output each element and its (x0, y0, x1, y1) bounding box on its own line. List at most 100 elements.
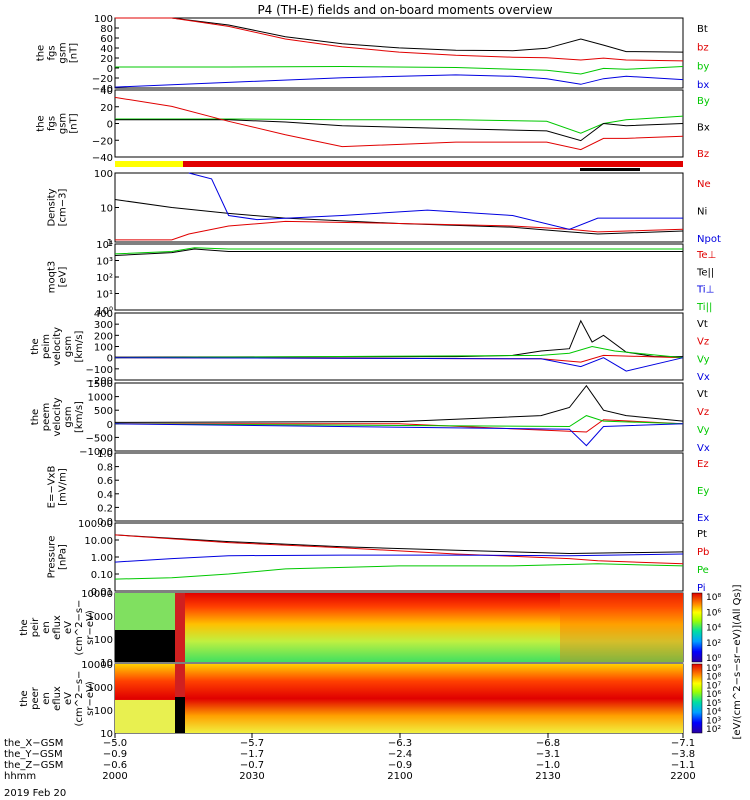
y-tick-label: 100 (94, 635, 113, 646)
x-row-label: the_Z−GSM (4, 760, 63, 771)
y-tick-label: 0 (107, 120, 113, 131)
y-tick-label: 0.6 (97, 476, 113, 487)
y-tick-label: 100 (94, 343, 113, 354)
y-axis-label: the (19, 619, 30, 635)
y-tick-label: −20 (92, 74, 113, 85)
y-axis-label: [km/s] (74, 401, 85, 433)
y-axis-label: moqt3 (47, 261, 58, 294)
y-axis-label: peir (30, 617, 41, 637)
series-Bt (115, 17, 684, 53)
ion-spectrogram-late (560, 593, 683, 662)
legend-entry: Ez (697, 459, 709, 470)
x-tick-label: 2100 (387, 771, 412, 782)
y-tick-label: 10¹ (96, 290, 113, 301)
y-tick-label: 10³ (96, 257, 113, 268)
y-axis-label: [km/s] (74, 330, 85, 362)
panel-frame (114, 382, 684, 452)
y-tick-label: 0.4 (97, 490, 113, 501)
y-tick-label: 0 (107, 354, 113, 365)
x-tick-label: −0.9 (103, 749, 127, 760)
panel-6: 1500 1000 500 0 −500 −1000 the peem velocity gsm[… (30, 379, 710, 458)
legend-entry: bz (697, 43, 709, 54)
legend-entry: Bt (697, 24, 708, 35)
legend-entry: Ni (697, 207, 707, 218)
x-row-label: hhmm (4, 771, 36, 782)
series-Pb (114, 534, 684, 565)
electron-spectrogram-gap (175, 697, 185, 733)
y-axis-label: (cm^2−s− (74, 671, 85, 727)
x-tick-label: 2200 (670, 771, 695, 782)
legend-entry: By (697, 96, 710, 107)
legend-entry: Bx (697, 123, 710, 134)
y-axis-label: the (19, 690, 30, 706)
y-axis-label: peer (30, 686, 41, 710)
y-axis-label: sr−eV) (85, 610, 96, 645)
x-tick-label: −1.0 (536, 760, 560, 771)
x-axis-block: the_X−GSM −5.0 −5.7 −6.3 −6.8 −7.1 the_Y−GSM −0… (4, 733, 696, 782)
panel-7: 1.0 0.8 0.6 0.4 0.2 0.0 E=−VxB [mV/m] Ez Ey Ex (47, 449, 710, 528)
ion-spectrogram (115, 593, 683, 662)
colorbar-tick-label: 10⁷ (706, 681, 721, 691)
y-axis-label: eV (63, 621, 74, 634)
legend-entry: Te⊥ (696, 250, 716, 261)
electron-spectrogram-early (115, 700, 175, 733)
colorbar-tick-label: 10⁰ (706, 654, 721, 664)
y-axis-label: fgs (47, 45, 58, 60)
series-Vt (114, 319, 683, 358)
x-row-label: the_Y−GSM (4, 749, 63, 760)
legend-entry: Vx (697, 443, 710, 454)
series-bx (114, 74, 684, 88)
y-axis-label: [nT] (69, 43, 80, 63)
electron-spectrogram-fill (115, 664, 683, 733)
y-tick-label: 0 (107, 420, 113, 431)
y-axis-label: [mV/m] (58, 468, 69, 506)
legend-entry: Te|| (696, 267, 714, 278)
colorbar-ion (691, 592, 703, 663)
panel-frame (114, 243, 684, 311)
y-tick-label: 10.00 (84, 536, 113, 547)
y-tick-label: 20 (100, 54, 113, 65)
series-Vz (115, 419, 684, 433)
y-tick-label: 80 (100, 24, 113, 35)
series-By (115, 115, 684, 134)
y-axis-label: peem (41, 403, 52, 431)
legend-entry: Vt (697, 319, 708, 330)
y-axis-label: en (41, 621, 52, 634)
mode-bar-fast (183, 161, 683, 167)
ion-spectrogram-fill (115, 593, 683, 662)
y-axis-label: velocity (52, 397, 63, 436)
x-tick-label: −3.8 (671, 749, 695, 760)
legend-entry: Vt (697, 389, 708, 400)
y-tick-label: 1000 (88, 393, 113, 404)
y-tick-label: 1.0 (97, 449, 113, 460)
y-axis-label: Density (47, 188, 58, 226)
legend-entry: by (697, 61, 709, 72)
x-tick-label: −2.4 (388, 749, 412, 760)
y-tick-label: 1000 (88, 683, 113, 694)
y-axis-label: the (30, 409, 41, 425)
panel-frame (114, 17, 684, 89)
panel-4: 10⁴ 10³ 10² 10¹ 10⁰ moqt3 [eV] Te⊥ Te|| Ti⊥ Ti|| (47, 240, 717, 317)
y-tick-label: 100 (94, 706, 113, 717)
y-tick-label: 10² (96, 273, 113, 284)
legend-entry: Ne (697, 179, 711, 190)
y-tick-label: 20 (100, 103, 113, 114)
legend-entry: bx (697, 80, 709, 91)
series-Bx (115, 119, 684, 142)
y-axis-label: eV (63, 692, 74, 705)
series-Pt (114, 534, 684, 555)
legend-entry: Ti⊥ (696, 285, 714, 296)
x-tick-label: −6.3 (388, 738, 412, 749)
panel-3: 100 10 1 Density [cm−3] Ne Ni Npot (47, 169, 721, 249)
series-Vy (114, 415, 684, 428)
x-tick-label: −0.9 (388, 760, 412, 771)
y-tick-label: −1000 (79, 447, 113, 458)
y-tick-label: 100.00 (78, 519, 113, 530)
x-tick-label: −7.1 (671, 738, 695, 749)
legend-entry: Vz (697, 407, 709, 418)
y-axis-label: Pressure (47, 536, 58, 579)
x-tick-label: −0.6 (103, 760, 127, 771)
